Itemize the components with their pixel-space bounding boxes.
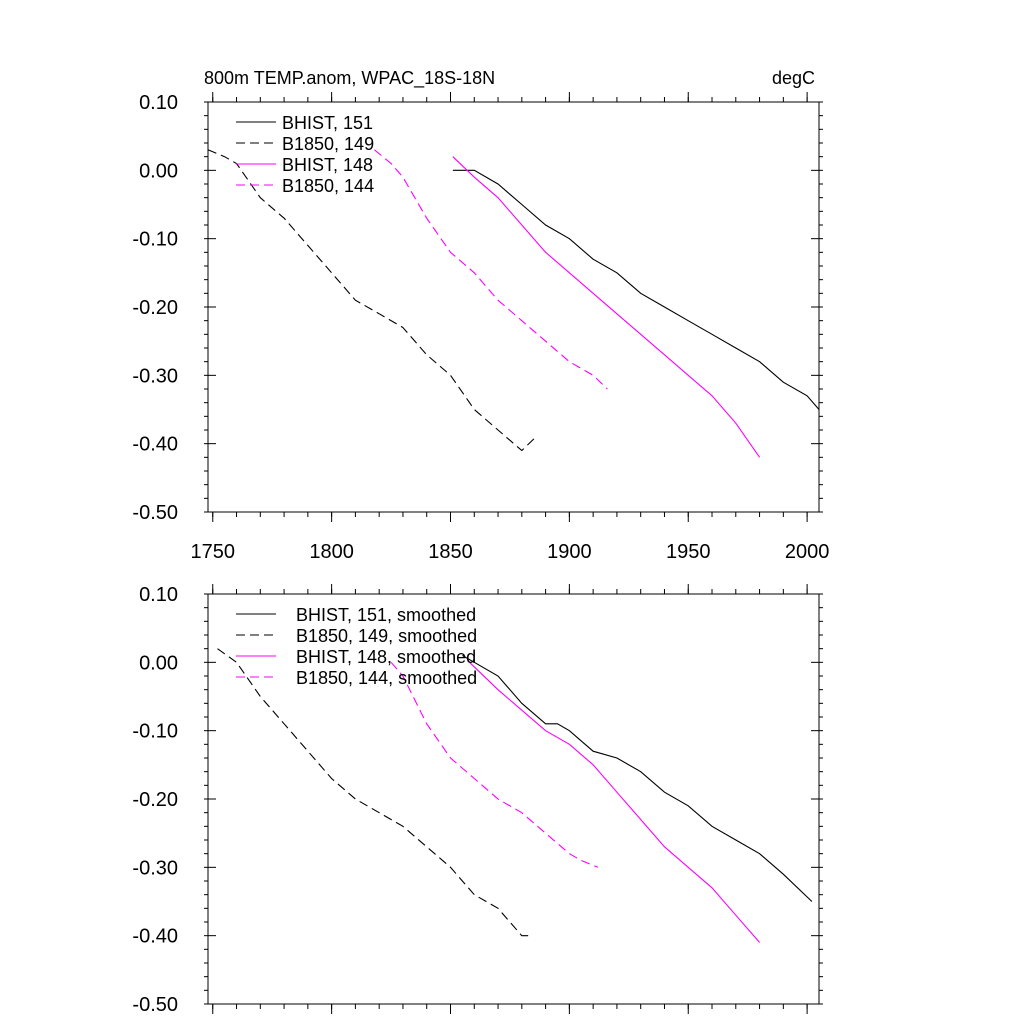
series-line	[390, 661, 599, 868]
legend-label: B1850, 149	[282, 134, 374, 154]
series-line	[207, 149, 537, 452]
legend-label: BHIST, 148, smoothed	[296, 647, 476, 667]
legend-label: B1850, 144, smoothed	[296, 668, 477, 688]
series-line	[452, 169, 820, 410]
y-tick-label: -0.10	[132, 229, 178, 251]
legend-label: BHIST, 151	[282, 113, 373, 133]
y-tick-label: 0.10	[139, 584, 178, 606]
y-tick-label: 0.10	[139, 92, 178, 114]
x-tick-label: 1750	[191, 541, 236, 563]
series-line	[217, 648, 529, 937]
x-tick-label: 1800	[309, 541, 354, 563]
x-tick-label: 2000	[785, 541, 830, 563]
x-tick-label: 1850	[428, 541, 473, 563]
y-tick-label: -0.20	[132, 297, 178, 319]
bottom-panel: 0.10 0.00 -0.10 -0.20 -0.30 -0.40 -0.50 BHIST, …	[132, 584, 823, 1016]
y-tick-label: 0.00	[139, 652, 178, 674]
units-label: degC	[772, 68, 815, 88]
y-tick-label: -0.40	[132, 926, 178, 948]
y-tick-label: -0.30	[132, 857, 178, 879]
chart-title: 800m TEMP.anom, WPAC_18S-18N	[204, 68, 495, 89]
series-line	[469, 661, 761, 943]
legend-label: B1850, 144	[282, 176, 374, 196]
y-tick-label: -0.20	[132, 789, 178, 811]
legend-label: BHIST, 148	[282, 155, 373, 175]
y-tick-label: 0.00	[139, 160, 178, 182]
y-tick-label: -0.30	[132, 365, 178, 387]
legend-label: B1850, 149, smoothed	[296, 626, 477, 646]
y-tick-label: -0.50	[132, 994, 178, 1016]
x-tick-label: 1900	[547, 541, 592, 563]
y-tick-label: -0.40	[132, 434, 178, 456]
series-line	[374, 149, 608, 390]
x-tick-label: 1950	[666, 541, 711, 563]
series-line	[452, 156, 761, 458]
top-panel: 800m TEMP.anom, WPAC_18S-18N degC 0.10 0.00…	[132, 68, 829, 563]
series-line	[462, 655, 813, 902]
y-tick-label: -0.50	[132, 502, 178, 524]
legend-label: BHIST, 151, smoothed	[296, 605, 476, 625]
y-tick-label: -0.10	[132, 721, 178, 743]
